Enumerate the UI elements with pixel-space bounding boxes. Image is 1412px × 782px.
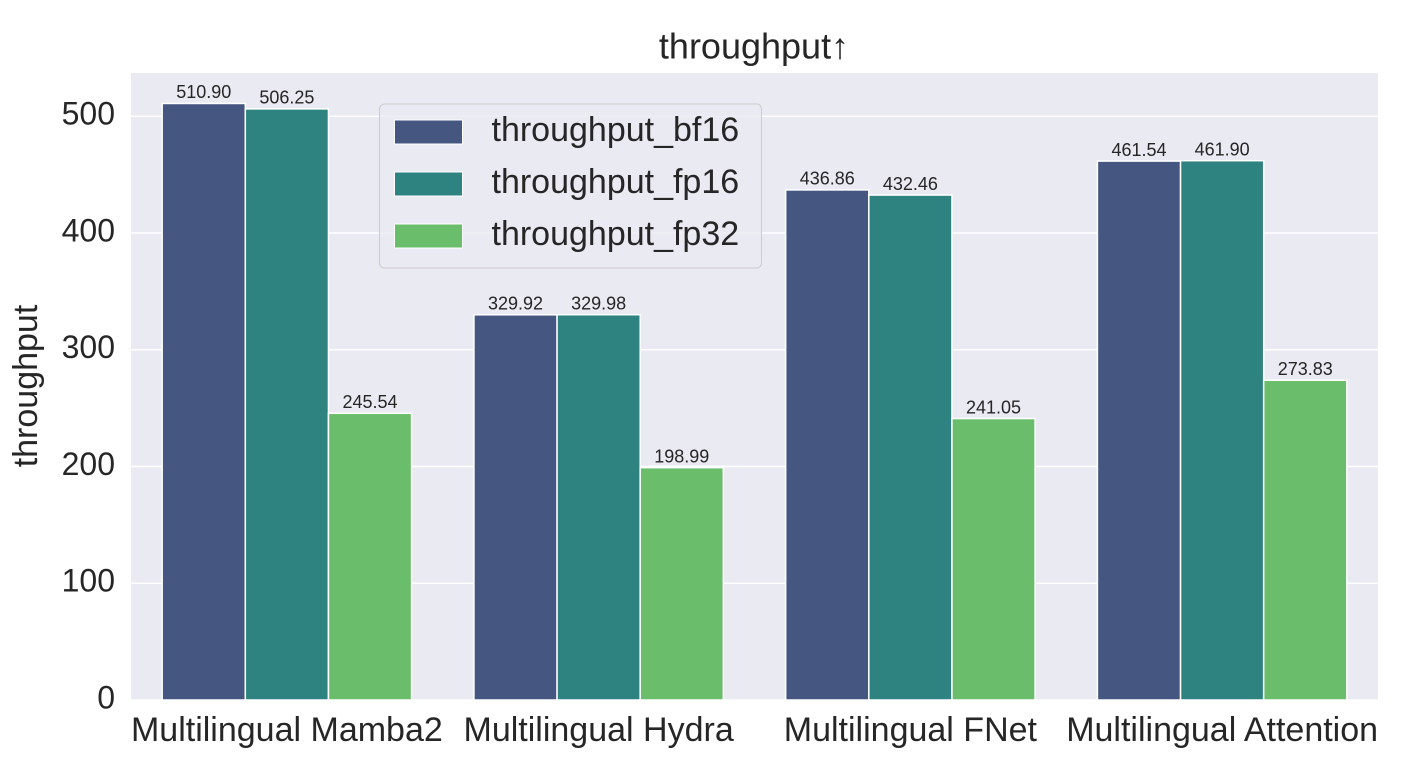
bar [951,417,1036,701]
y-axis-label: throughput [7,304,45,467]
y-tick-label: 0 [97,679,115,715]
bar [639,466,725,701]
y-tick-label: 300 [62,329,115,365]
value-label: 198.99 [654,446,709,466]
value-label: 329.98 [571,293,626,313]
legend-swatch [394,171,463,197]
legend-swatch [394,223,463,249]
y-tick-label: 200 [62,446,115,482]
bar [161,102,247,701]
legend-swatch [394,119,463,145]
value-label: 506.25 [259,88,314,108]
value-label: 273.83 [1278,359,1333,379]
value-label: 432.46 [883,174,938,194]
value-label: 461.90 [1195,139,1250,159]
value-label: 461.54 [1111,140,1166,160]
bar [868,194,953,701]
y-tick-label: 400 [62,212,115,248]
x-tick-label: Multilingual Attention [1066,711,1378,749]
legend-label: throughput_bf16 [492,111,740,149]
value-label: 436.86 [800,169,855,189]
legend-box [379,103,762,269]
legend-label: throughput_fp16 [492,163,740,201]
value-label: 329.92 [488,294,543,314]
bar [1096,160,1182,701]
x-tick-label: Multilingual Mamba2 [131,711,443,749]
bar [784,189,870,701]
value-label: 241.05 [966,397,1021,417]
bar [473,314,558,701]
y-tick-label: 100 [62,563,115,599]
value-label: 245.54 [342,392,397,412]
x-tick-label: Multilingual Hydra [464,711,734,749]
value-label: 510.90 [176,82,231,102]
bar [1179,159,1265,701]
legend-label: throughput_fp32 [492,215,740,253]
y-tick-label: 500 [62,96,115,132]
bar [327,412,413,701]
bar [556,313,641,701]
bar [1262,379,1348,701]
chart-title: throughput↑ [659,26,849,67]
bar [244,108,330,701]
x-tick-label: Multilingual FNet [784,711,1038,749]
